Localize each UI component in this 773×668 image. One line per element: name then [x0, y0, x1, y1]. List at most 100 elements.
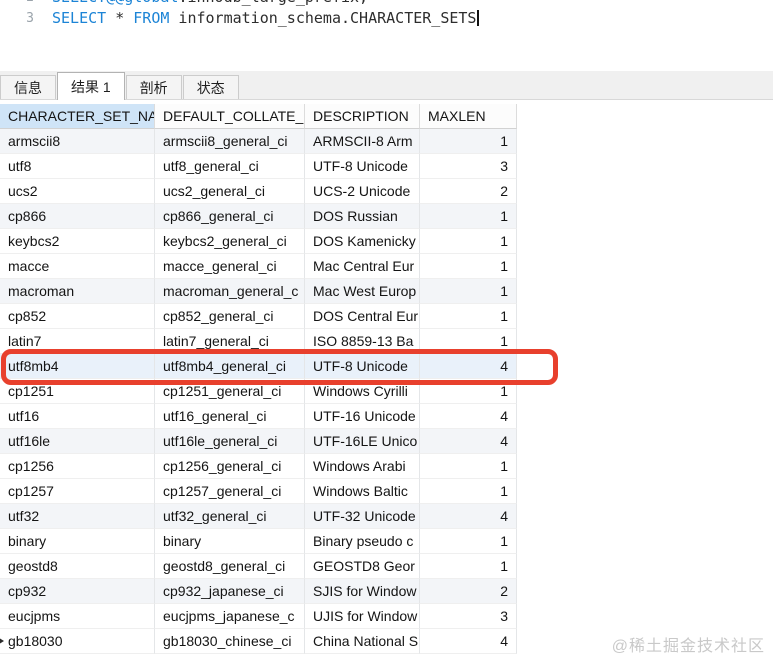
cell-maxlen[interactable]: 1	[420, 329, 517, 354]
cell-name[interactable]: binary	[0, 529, 155, 554]
cell-maxlen[interactable]: 1	[420, 554, 517, 579]
cell-description[interactable]: UCS-2 Unicode	[305, 179, 420, 204]
tab-info[interactable]: 信息	[0, 75, 56, 99]
cell-name[interactable]: cp866	[0, 204, 155, 229]
cell-description[interactable]: ISO 8859-13 Ba	[305, 329, 420, 354]
code-text[interactable]: SELECT * FROM information_schema.CHARACT…	[52, 8, 479, 29]
cell-collation[interactable]: cp866_general_ci	[155, 204, 305, 229]
table-row[interactable]: utf16le utf16le_general_ci UTF-16LE Unico 4	[0, 429, 517, 454]
column-header-maxlen[interactable]: MAXLEN	[420, 104, 517, 129]
cell-name[interactable]: cp932	[0, 579, 155, 604]
table-row[interactable]: cp1256 cp1256_general_ci Windows Arabi 1	[0, 454, 517, 479]
cell-name[interactable]: ucs2	[0, 179, 155, 204]
cell-name[interactable]: cp1256	[0, 454, 155, 479]
cell-collation[interactable]: binary	[155, 529, 305, 554]
sql-editor[interactable]: 2SELECT@@global.innodb_large_prefix;3SEL…	[0, 0, 773, 71]
cell-maxlen[interactable]: 4	[420, 404, 517, 429]
table-row[interactable]: armscii8 armscii8_general_ci ARMSCII-8 Arm…	[0, 129, 517, 154]
cell-description[interactable]: Windows Cyrilli	[305, 379, 420, 404]
cell-maxlen[interactable]: 4	[420, 354, 517, 379]
cell-name[interactable]: gb18030	[0, 629, 155, 654]
code-line[interactable]: 2SELECT@@global.innodb_large_prefix;	[0, 0, 773, 8]
cell-collation[interactable]: cp1257_general_ci	[155, 479, 305, 504]
cell-name[interactable]: utf8mb4	[0, 354, 155, 379]
cell-name[interactable]: geostd8	[0, 554, 155, 579]
cell-maxlen[interactable]: 2	[420, 179, 517, 204]
cell-name[interactable]: utf16	[0, 404, 155, 429]
code-line[interactable]: 3 SELECT * FROM information_schema.CHARAC…	[0, 8, 773, 29]
cell-collation[interactable]: utf8_general_ci	[155, 154, 305, 179]
cell-collation[interactable]: geostd8_general_ci	[155, 554, 305, 579]
cell-description[interactable]: ARMSCII-8 Arm	[305, 129, 420, 154]
cell-maxlen[interactable]: 4	[420, 629, 517, 654]
cell-maxlen[interactable]: 1	[420, 304, 517, 329]
cell-description[interactable]: UTF-8 Unicode	[305, 154, 420, 179]
cell-description[interactable]: UTF-8 Unicode	[305, 354, 420, 379]
cell-maxlen[interactable]: 1	[420, 479, 517, 504]
cell-maxlen[interactable]: 1	[420, 454, 517, 479]
cell-collation[interactable]: cp852_general_ci	[155, 304, 305, 329]
code-text[interactable]: SELECT@@global.innodb_large_prefix;	[52, 0, 368, 8]
cell-description[interactable]: DOS Russian	[305, 204, 420, 229]
table-row[interactable]: geostd8 geostd8_general_ci GEOSTD8 Geor 1	[0, 554, 517, 579]
cell-name[interactable]: cp852	[0, 304, 155, 329]
cell-name[interactable]: utf16le	[0, 429, 155, 454]
cell-description[interactable]: UTF-32 Unicode	[305, 504, 420, 529]
table-row[interactable]: cp1257 cp1257_general_ci Windows Baltic 1	[0, 479, 517, 504]
table-row[interactable]: utf8 utf8_general_ci UTF-8 Unicode 3	[0, 154, 517, 179]
cell-maxlen[interactable]: 1	[420, 529, 517, 554]
cell-maxlen[interactable]: 1	[420, 129, 517, 154]
table-row[interactable]: ucs2 ucs2_general_ci UCS-2 Unicode 2	[0, 179, 517, 204]
cell-maxlen[interactable]: 1	[420, 279, 517, 304]
cell-name[interactable]: eucjpms	[0, 604, 155, 629]
cell-collation[interactable]: gb18030_chinese_ci	[155, 629, 305, 654]
cell-name[interactable]: utf8	[0, 154, 155, 179]
cell-maxlen[interactable]: 2	[420, 579, 517, 604]
cell-name[interactable]: latin7	[0, 329, 155, 354]
cell-description[interactable]: Windows Baltic	[305, 479, 420, 504]
cell-description[interactable]: China National S	[305, 629, 420, 654]
tab-result-1[interactable]: 结果 1	[57, 72, 125, 100]
cell-description[interactable]: UJIS for Window	[305, 604, 420, 629]
cell-collation[interactable]: ucs2_general_ci	[155, 179, 305, 204]
table-row[interactable]: utf16 utf16_general_ci UTF-16 Unicode 4	[0, 404, 517, 429]
table-row[interactable]: cp852 cp852_general_ci DOS Central Eur 1	[0, 304, 517, 329]
cell-description[interactable]: DOS Central Eur	[305, 304, 420, 329]
cell-maxlen[interactable]: 1	[420, 379, 517, 404]
cell-maxlen[interactable]: 3	[420, 604, 517, 629]
table-row[interactable]: gb18030 gb18030_chinese_ci China National …	[0, 629, 517, 654]
cell-maxlen[interactable]: 4	[420, 504, 517, 529]
cell-name[interactable]: keybcs2	[0, 229, 155, 254]
cell-name[interactable]: macce	[0, 254, 155, 279]
table-row[interactable]: latin7 latin7_general_ci ISO 8859-13 Ba 1	[0, 329, 517, 354]
cell-collation[interactable]: keybcs2_general_ci	[155, 229, 305, 254]
table-row[interactable]: macroman macroman_general_c Mac West Europ…	[0, 279, 517, 304]
table-row[interactable]: cp932 cp932_japanese_ci SJIS for Window 2	[0, 579, 517, 604]
table-row[interactable]: macce macce_general_ci Mac Central Eur 1	[0, 254, 517, 279]
cell-description[interactable]: DOS Kamenicky	[305, 229, 420, 254]
cell-maxlen[interactable]: 3	[420, 154, 517, 179]
table-row[interactable]: eucjpms eucjpms_japanese_c UJIS for Window…	[0, 604, 517, 629]
cell-collation[interactable]: eucjpms_japanese_c	[155, 604, 305, 629]
cell-description[interactable]: UTF-16 Unicode	[305, 404, 420, 429]
table-row[interactable]: keybcs2 keybcs2_general_ci DOS Kamenicky 1	[0, 229, 517, 254]
cell-collation[interactable]: macce_general_ci	[155, 254, 305, 279]
cell-description[interactable]: SJIS for Window	[305, 579, 420, 604]
cell-collation[interactable]: armscii8_general_ci	[155, 129, 305, 154]
cell-collation[interactable]: utf32_general_ci	[155, 504, 305, 529]
cell-name[interactable]: cp1251	[0, 379, 155, 404]
cell-maxlen[interactable]: 1	[420, 254, 517, 279]
cell-collation[interactable]: cp1256_general_ci	[155, 454, 305, 479]
cell-collation[interactable]: cp1251_general_ci	[155, 379, 305, 404]
table-row[interactable]: cp866 cp866_general_ci DOS Russian 1	[0, 204, 517, 229]
table-row[interactable]: utf32 utf32_general_ci UTF-32 Unicode 4	[0, 504, 517, 529]
cell-description[interactable]: Mac West Europ	[305, 279, 420, 304]
cell-description[interactable]: Windows Arabi	[305, 454, 420, 479]
cell-maxlen[interactable]: 1	[420, 229, 517, 254]
column-header-collation[interactable]: DEFAULT_COLLATE_	[155, 104, 305, 129]
cell-collation[interactable]: utf16_general_ci	[155, 404, 305, 429]
cell-collation[interactable]: macroman_general_c	[155, 279, 305, 304]
cell-collation[interactable]: utf16le_general_ci	[155, 429, 305, 454]
column-header-description[interactable]: DESCRIPTION	[305, 104, 420, 129]
